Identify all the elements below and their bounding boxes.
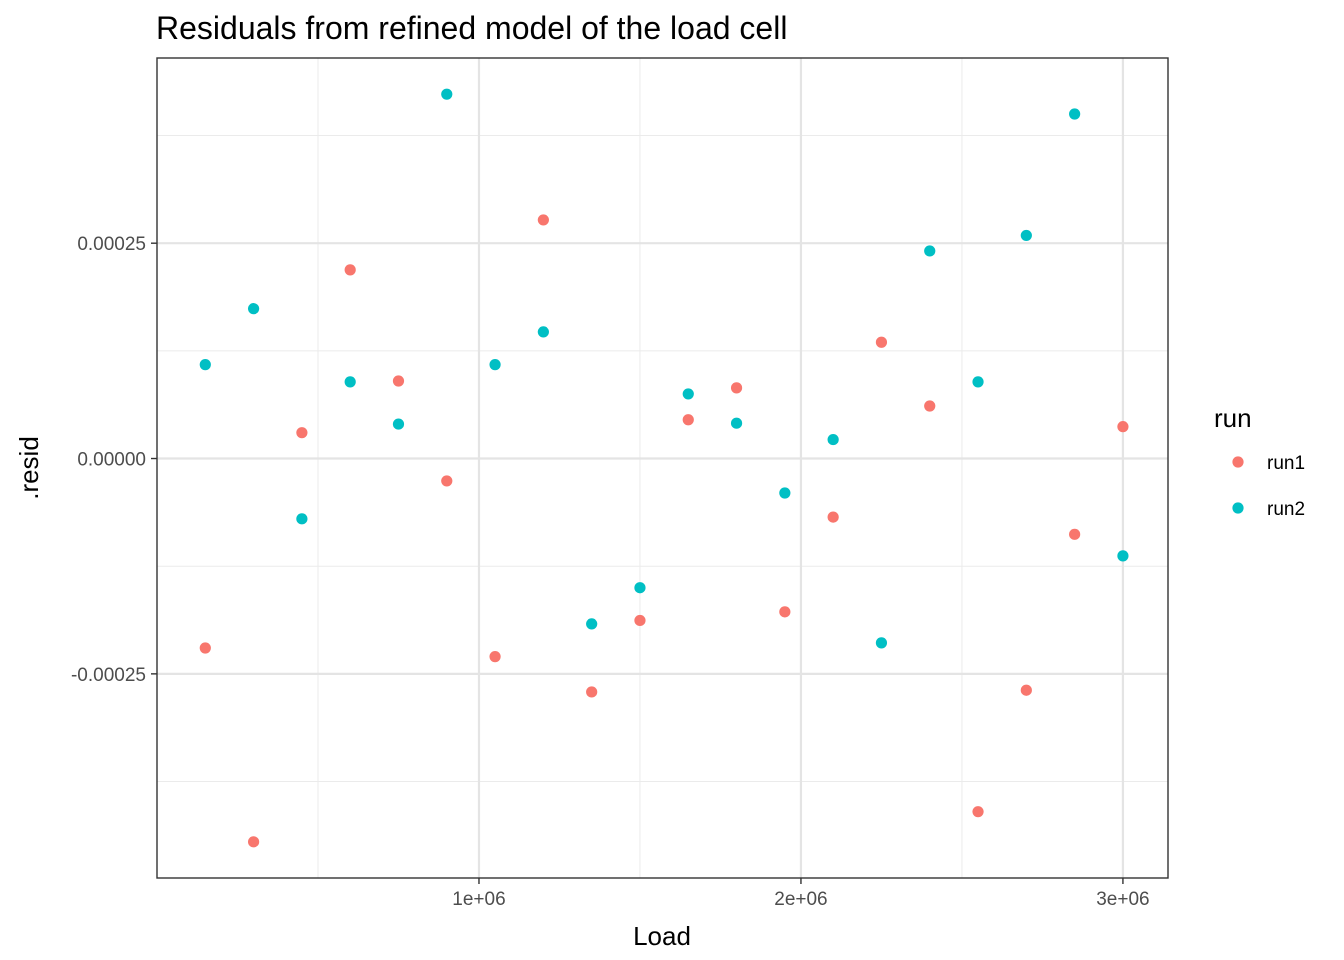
run1-point	[344, 264, 356, 276]
run2-point	[1020, 229, 1032, 242]
y-tick-label: -0.00025	[71, 665, 146, 686]
run1-point	[730, 382, 743, 394]
run2-point	[1117, 550, 1129, 562]
x-tick-label: 1e+06	[452, 889, 505, 910]
legend-label-run2: run2	[1267, 499, 1305, 520]
run1-point	[489, 651, 501, 663]
y-axis: 0.00025 0.00000 -0.00025	[71, 234, 157, 686]
data-points	[199, 88, 1129, 848]
run1-point	[296, 427, 308, 439]
run2-point	[779, 487, 791, 499]
chart-title: Residuals from refined model of the load…	[156, 10, 787, 46]
y-axis-title: .resid	[14, 436, 44, 500]
panel-background	[157, 58, 1168, 878]
legend-key-run2	[1232, 502, 1244, 514]
x-axis-title: Load	[633, 921, 691, 951]
x-tick-label: 3e+06	[1096, 889, 1149, 910]
run2-point	[827, 433, 839, 446]
x-tick-label: 2e+06	[774, 889, 827, 910]
legend: run run1 run2	[1214, 403, 1305, 520]
run2-point	[730, 417, 743, 429]
panel-border	[156, 57, 1169, 879]
legend-label-run1: run1	[1267, 453, 1305, 474]
run2-point	[247, 303, 260, 315]
x-axis: 1e+06 2e+06 3e+06	[452, 878, 1150, 910]
run2-point	[1069, 108, 1081, 120]
run2-point	[634, 582, 646, 594]
run1-point	[586, 686, 598, 698]
run1-point	[779, 606, 791, 618]
plot-panel	[156, 57, 1169, 879]
run2-point	[441, 88, 453, 100]
minor-gridlines	[157, 58, 1168, 878]
y-tick-label: 0.00025	[77, 234, 146, 255]
run1-point	[827, 511, 839, 523]
run2-point	[344, 376, 356, 388]
run1-point	[972, 806, 984, 818]
run1-point	[682, 414, 694, 426]
legend-title: run	[1214, 403, 1252, 433]
run1-point	[1069, 528, 1081, 540]
run2-point	[199, 359, 211, 371]
run1-point	[441, 475, 453, 487]
run2-point	[586, 618, 598, 630]
run1-point	[634, 614, 646, 627]
run2-point	[296, 513, 308, 525]
run2-point	[924, 245, 936, 257]
run1-point	[199, 642, 211, 654]
run1-point	[875, 336, 888, 348]
run2-point	[392, 418, 405, 430]
run2-point	[489, 359, 501, 371]
run2-point	[972, 376, 984, 388]
run1-point	[1020, 684, 1032, 696]
run1-point	[537, 214, 549, 226]
run1-point	[924, 400, 936, 412]
major-gridlines	[157, 58, 1168, 878]
legend-key-run1	[1232, 456, 1244, 468]
run1-point	[1117, 421, 1129, 433]
run2-point	[875, 637, 888, 649]
legend-items: run1 run2	[1232, 453, 1305, 520]
run2-point	[537, 326, 549, 338]
y-tick-label: 0.00000	[77, 450, 146, 471]
run1-point	[247, 836, 260, 848]
run1-point	[392, 375, 405, 387]
run2-point	[682, 388, 694, 400]
